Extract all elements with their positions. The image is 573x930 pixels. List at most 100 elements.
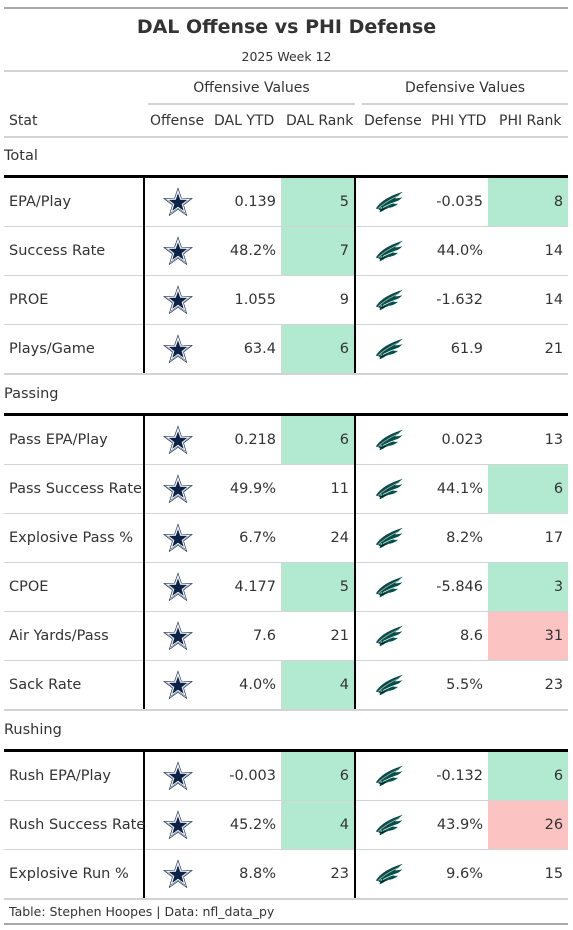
dal-rank-value: 7: [281, 226, 355, 276]
phi-rank-value: 21: [488, 324, 569, 375]
table-title: DAL Offense vs PHI Defense: [136, 16, 437, 38]
group-label: Rushing: [4, 710, 569, 752]
eagles-logo-icon: [354, 749, 421, 801]
dal-ytd-value: 4.177: [210, 562, 281, 612]
phi-rank-value: 17: [488, 513, 569, 563]
table-row: Plays/Game 63.4 6 61.9 21: [4, 324, 569, 375]
table-row: Rush EPA/Play -0.003 6 -0.132 6: [4, 749, 569, 801]
top-rule: [4, 7, 568, 9]
stat-name: PROE: [4, 275, 144, 325]
phi-rank-value: 31: [488, 611, 569, 661]
cowboys-star-icon: [143, 849, 210, 900]
bottom-rule: [4, 923, 568, 925]
dal-ytd-value: 1.055: [210, 275, 281, 325]
phi-rank-value: 15: [488, 849, 569, 900]
phi-ytd-value: -0.035: [421, 175, 488, 227]
cowboys-star-icon: [143, 749, 210, 801]
col-header-phi-rank: PHI Rank: [499, 113, 562, 129]
phi-ytd-value: -5.846: [421, 562, 488, 612]
cowboys-star-icon: [143, 464, 210, 514]
dal-rank-value: 6: [281, 324, 355, 375]
eagles-logo-icon: [354, 611, 421, 661]
col-header-dal-ytd: DAL YTD: [214, 113, 275, 129]
dal-rank-value: 21: [281, 611, 355, 661]
stat-name: Explosive Run %: [4, 849, 144, 900]
cowboys-star-icon: [143, 562, 210, 612]
eagles-logo-icon: [354, 660, 421, 711]
eagles-logo-icon: [354, 175, 421, 227]
defensive-spanner-rule: [362, 103, 568, 105]
dal-rank-value: 6: [281, 413, 355, 465]
phi-ytd-value: -0.132: [421, 749, 488, 801]
stat-name: Pass EPA/Play: [4, 413, 144, 465]
subtitle-rule: [4, 70, 568, 72]
stat-name: EPA/Play: [4, 175, 144, 227]
dal-rank-value: 11: [281, 464, 355, 514]
eagles-logo-icon: [354, 464, 421, 514]
phi-rank-value: 14: [488, 275, 569, 325]
cowboys-star-icon: [143, 413, 210, 465]
phi-ytd-value: 9.6%: [421, 849, 488, 900]
group-label: Total: [4, 137, 569, 178]
phi-ytd-value: 5.5%: [421, 660, 488, 711]
dal-ytd-value: 0.139: [210, 175, 281, 227]
table-row: EPA/Play 0.139 5 -0.035 8: [4, 175, 569, 227]
table-row: Pass Success Rate 49.9% 11 44.1% 6: [4, 464, 569, 514]
cowboys-star-icon: [143, 275, 210, 325]
phi-ytd-value: 0.023: [421, 413, 488, 465]
cowboys-star-icon: [143, 175, 210, 227]
dal-ytd-value: 45.2%: [210, 800, 281, 850]
cowboys-star-icon: [143, 800, 210, 850]
dal-rank-value: 6: [281, 749, 355, 801]
phi-rank-value: 6: [488, 749, 569, 801]
offensive-spanner-rule: [148, 103, 355, 105]
stat-name: Air Yards/Pass: [4, 611, 144, 661]
stat-name: CPOE: [4, 562, 144, 612]
phi-ytd-value: 8.2%: [421, 513, 488, 563]
col-header-stat: Stat: [9, 113, 38, 129]
dal-rank-value: 23: [281, 849, 355, 900]
eagles-logo-icon: [354, 324, 421, 375]
stat-name: Success Rate: [4, 226, 144, 276]
dal-ytd-value: 63.4: [210, 324, 281, 375]
table-footer: Table: Stephen Hoopes | Data: nfl_data_p…: [9, 904, 275, 919]
phi-rank-value: 3: [488, 562, 569, 612]
dal-ytd-value: 4.0%: [210, 660, 281, 711]
dal-rank-value: 24: [281, 513, 355, 563]
dal-rank-value: 4: [281, 800, 355, 850]
dal-ytd-value: 48.2%: [210, 226, 281, 276]
eagles-logo-icon: [354, 275, 421, 325]
stat-name: Plays/Game: [4, 324, 144, 375]
cowboys-star-icon: [143, 324, 210, 375]
dal-rank-value: 5: [281, 175, 355, 227]
dal-rank-value: 5: [281, 562, 355, 612]
table-row: CPOE 4.177 5 -5.846 3: [4, 562, 569, 612]
defensive-values-spanner: Defensive Values: [404, 80, 526, 96]
dal-ytd-value: 7.6: [210, 611, 281, 661]
group-row: Total: [4, 137, 569, 178]
eagles-logo-icon: [354, 513, 421, 563]
dal-ytd-value: 8.8%: [210, 849, 281, 900]
col-header-defense: Defense: [364, 113, 422, 129]
phi-rank-value: 8: [488, 175, 569, 227]
eagles-logo-icon: [354, 562, 421, 612]
col-header-phi-ytd: PHI YTD: [431, 113, 487, 129]
table-row: Rush Success Rate 45.2% 4 43.9% 26: [4, 800, 569, 850]
group-row: Passing: [4, 374, 569, 416]
phi-ytd-value: 44.0%: [421, 226, 488, 276]
stat-name: Sack Rate: [4, 660, 144, 711]
group-row: Rushing: [4, 710, 569, 752]
phi-ytd-value: 44.1%: [421, 464, 488, 514]
cowboys-star-icon: [143, 226, 210, 276]
dal-rank-value: 9: [281, 275, 355, 325]
table-row: Explosive Pass % 6.7% 24 8.2% 17: [4, 513, 569, 563]
phi-rank-value: 6: [488, 464, 569, 514]
dal-ytd-value: 49.9%: [210, 464, 281, 514]
cowboys-star-icon: [143, 660, 210, 711]
table-row: Air Yards/Pass 7.6 21 8.6 31: [4, 611, 569, 661]
group-label: Passing: [4, 374, 569, 416]
table-row: Pass EPA/Play 0.218 6 0.023 13: [4, 413, 569, 465]
stat-name: Pass Success Rate: [4, 464, 144, 514]
table-row: Explosive Run % 8.8% 23 9.6% 15: [4, 849, 569, 900]
